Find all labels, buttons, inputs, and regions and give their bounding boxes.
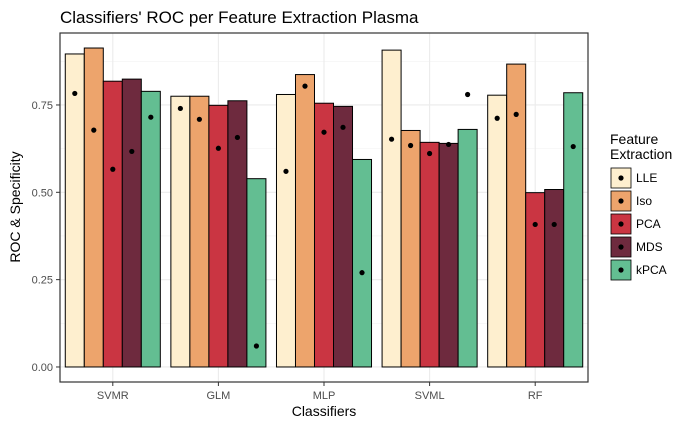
legend-label-kpca: kPCA <box>636 263 667 277</box>
point-svmr-lle <box>72 90 78 97</box>
point-mlp-pca <box>321 129 327 135</box>
point-svml-mds <box>446 141 452 148</box>
legend-label-iso: Iso <box>636 194 652 208</box>
bar-glm-mds <box>227 100 248 368</box>
legend-point-icon <box>618 175 624 181</box>
bar-svml-pca <box>419 141 440 368</box>
bars <box>64 47 584 368</box>
legend-point-icon <box>618 267 624 273</box>
x-tick-label: SVMR <box>97 390 129 402</box>
point-svml-kpca <box>465 91 471 98</box>
point-mlp-iso <box>302 83 308 89</box>
bar-glm-iso <box>189 95 210 368</box>
point-rf-mds <box>551 221 557 228</box>
bar-svml-mds <box>438 142 459 368</box>
bar-rf-lle <box>487 94 508 368</box>
bar-svmr-mds <box>121 78 142 368</box>
bar-mlp-pca <box>313 102 335 368</box>
bar-rf-pca <box>525 192 546 368</box>
point-mlp-kpca <box>359 270 365 276</box>
point-mlp-mds <box>340 124 346 130</box>
bar-glm-pca <box>208 104 229 368</box>
y-tick-label: 0.75 <box>32 100 53 112</box>
point-mlp-lle <box>283 168 289 174</box>
legend-title: Feature <box>610 131 658 147</box>
bar-svmr-pca <box>102 80 123 368</box>
point-svml-lle <box>388 136 395 142</box>
x-tick-label: RF <box>528 390 543 402</box>
bar-svmr-iso <box>83 47 104 368</box>
point-glm-mds <box>234 134 241 141</box>
bar-rf-kpca <box>563 92 584 368</box>
point-svmr-iso <box>91 127 97 133</box>
point-rf-kpca <box>570 143 576 150</box>
specificity-points <box>72 83 576 349</box>
x-tick-label: SVML <box>415 390 445 402</box>
x-tick-label: MLP <box>313 390 336 402</box>
bar-svmr-kpca <box>140 90 161 368</box>
y-tick-label: 0.50 <box>32 187 53 199</box>
legend-point-icon <box>618 244 624 250</box>
legend-point-icon <box>618 198 624 204</box>
point-glm-lle <box>177 105 183 112</box>
point-rf-lle <box>494 115 500 121</box>
y-axis-title: ROC & Specificity <box>7 151 23 262</box>
point-svml-iso <box>407 142 414 149</box>
bar-svmr-lle <box>64 53 85 368</box>
point-svmr-kpca <box>148 114 154 120</box>
x-tick-label: GLM <box>206 390 230 402</box>
bar-mlp-mds <box>333 105 354 368</box>
y-tick-label: 0.00 <box>32 362 53 374</box>
bar-svml-iso <box>400 129 421 368</box>
point-svmr-mds <box>129 148 135 155</box>
bar-glm-lle <box>170 95 191 368</box>
chart-title: Classifiers' ROC per Feature Extraction … <box>60 8 419 27</box>
point-glm-iso <box>196 116 202 122</box>
legend-point-icon <box>618 221 624 227</box>
bar-rf-iso <box>506 63 527 368</box>
bar-glm-kpca <box>246 178 267 368</box>
x-axis: SVMR GLM MLP SVML RF <box>97 382 543 402</box>
bar-mlp-kpca <box>352 158 373 368</box>
bar-mlp-lle <box>275 93 296 368</box>
legend-label-mds: MDS <box>636 240 663 254</box>
x-axis-title: Classifiers <box>292 403 357 419</box>
bar-svml-lle <box>381 49 402 368</box>
bar-mlp-iso <box>294 74 315 368</box>
point-glm-pca <box>215 145 221 151</box>
legend-label-lle: LLE <box>636 171 657 185</box>
point-svmr-pca <box>110 166 116 172</box>
point-rf-pca <box>532 221 538 228</box>
y-tick-label: 0.25 <box>32 275 53 287</box>
legend-title: Extraction <box>610 146 672 162</box>
point-rf-iso <box>513 111 519 117</box>
legend-label-pca: PCA <box>636 217 661 231</box>
point-svml-pca <box>427 150 433 157</box>
bar-svml-kpca <box>457 128 478 368</box>
point-glm-kpca <box>253 343 260 349</box>
y-axis: 0.00 0.25 0.50 0.75 <box>32 100 60 374</box>
bar-rf-mds <box>544 189 565 368</box>
